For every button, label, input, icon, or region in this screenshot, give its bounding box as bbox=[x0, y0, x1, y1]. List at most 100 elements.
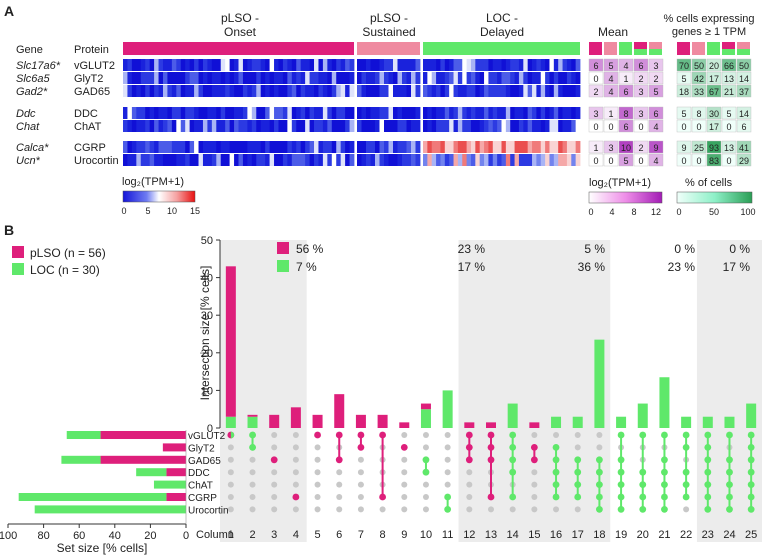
protein-label: Urocortin bbox=[74, 155, 119, 167]
bar-plso-col-8 bbox=[377, 414, 388, 428]
heatmap-cell bbox=[238, 85, 244, 97]
heatmap-cell bbox=[510, 59, 515, 71]
heatmap-cell bbox=[536, 85, 542, 97]
matrix-dot-filled bbox=[357, 444, 365, 451]
heatmap-cell bbox=[370, 154, 376, 166]
heatmap-cell bbox=[501, 154, 507, 166]
mean-cell bbox=[603, 119, 619, 133]
heatmap-cell bbox=[202, 85, 208, 97]
pct-group-square bbox=[707, 42, 720, 55]
bar-loc-col-2 bbox=[247, 416, 258, 428]
heatmap-cell bbox=[340, 72, 346, 84]
heatmap-cell bbox=[287, 59, 293, 71]
heatmap-cell bbox=[176, 85, 182, 97]
heatmap-cell bbox=[207, 72, 213, 84]
heatmap-cell bbox=[402, 107, 407, 119]
heatmap-cell bbox=[518, 141, 524, 153]
heatmap-cell bbox=[545, 85, 550, 97]
heatmap-cell bbox=[327, 120, 333, 132]
heatmap-cell bbox=[211, 59, 217, 71]
pct-cell bbox=[721, 84, 737, 98]
heatmap-cell bbox=[251, 59, 257, 71]
matrix-dot-empty bbox=[336, 481, 343, 488]
pct-value: 70 bbox=[679, 61, 689, 71]
matrix-dot-empty bbox=[249, 506, 256, 513]
heatmap-cell bbox=[388, 141, 394, 153]
heatmap-cell bbox=[314, 107, 319, 119]
heatmap-cell bbox=[318, 59, 324, 71]
heatmap-cell bbox=[449, 85, 454, 97]
heatmap-cell bbox=[444, 107, 450, 119]
heatmap-cell bbox=[357, 85, 362, 97]
mean-value: 0 bbox=[638, 156, 643, 166]
heatmap-cell bbox=[180, 59, 186, 71]
heatmap-cell bbox=[198, 59, 204, 71]
heatmap-cell bbox=[571, 107, 577, 119]
column-number: 11 bbox=[442, 529, 453, 541]
mean-cell bbox=[618, 84, 634, 98]
heatmap-cell bbox=[145, 120, 151, 132]
matrix-dot-empty bbox=[683, 506, 690, 513]
matrix-dot-empty bbox=[271, 469, 278, 476]
heatmap-cell bbox=[225, 85, 231, 97]
heatmap-cell bbox=[278, 107, 284, 119]
heatmap-cell bbox=[162, 154, 168, 166]
heatmap-cell bbox=[415, 59, 421, 71]
heatmap-cell bbox=[251, 120, 257, 132]
heatmap-cell bbox=[466, 107, 472, 119]
pct-value: 37 bbox=[739, 87, 749, 97]
heatmap-cell bbox=[340, 154, 346, 166]
heatmap-cell bbox=[154, 85, 159, 97]
heatmap-cell bbox=[260, 141, 266, 153]
heatmap-cell bbox=[510, 107, 515, 119]
matrix-dot-empty bbox=[227, 494, 234, 500]
heatmap-cell bbox=[216, 72, 222, 84]
pct-cell bbox=[736, 140, 752, 154]
heatmap-cell bbox=[370, 59, 376, 71]
mean-colorbar bbox=[588, 191, 663, 204]
set-bar-plso bbox=[100, 431, 186, 439]
heatmap-cell bbox=[225, 141, 231, 153]
matrix-dot-filled bbox=[552, 456, 560, 464]
heatmap-cell bbox=[545, 154, 550, 166]
matrix-dot-empty bbox=[444, 469, 451, 476]
heatmap-cell bbox=[523, 154, 529, 166]
column-number: 23 bbox=[702, 529, 714, 541]
matrix-dot-empty bbox=[249, 469, 256, 476]
heatmap-cell bbox=[140, 120, 146, 132]
mean-cell bbox=[648, 140, 664, 154]
heatmap-cell bbox=[167, 59, 173, 71]
matrix-dot-empty bbox=[466, 469, 473, 476]
heatmap-cell bbox=[238, 107, 244, 119]
pct-swatch-plso bbox=[277, 242, 289, 254]
heatmap-cell bbox=[575, 59, 581, 71]
heatmap-cell bbox=[462, 141, 468, 153]
heatmap-cell bbox=[300, 85, 306, 97]
pct-label-loc: 23 % bbox=[668, 260, 696, 274]
heatmap-cell bbox=[229, 141, 235, 153]
matrix-dot-filled bbox=[552, 468, 560, 476]
bar-plso-col-7 bbox=[355, 414, 366, 428]
heatmap-cell bbox=[488, 85, 494, 97]
heatmap-cell bbox=[171, 154, 177, 166]
heatmap-cell bbox=[234, 85, 239, 97]
heatmap-cell bbox=[575, 154, 581, 166]
bar-loc-col-21 bbox=[659, 377, 670, 428]
heatmap-cell bbox=[545, 107, 550, 119]
heatmap-cell bbox=[123, 72, 128, 84]
matrix-dot-filled bbox=[444, 493, 452, 501]
set-size-title: Set size [% cells] bbox=[57, 541, 148, 555]
heatmap-cell bbox=[322, 141, 328, 153]
matrix-dot-filled bbox=[314, 431, 321, 439]
heatmap-cell bbox=[379, 85, 385, 97]
mean-value: 5 bbox=[608, 61, 613, 71]
mean-value: 0 bbox=[593, 122, 598, 132]
y-tick-label: 20 bbox=[201, 348, 213, 360]
column-number: 20 bbox=[637, 529, 649, 541]
heatmap-cell bbox=[361, 107, 367, 119]
heatmap-cell bbox=[357, 141, 362, 153]
heatmap-cell bbox=[475, 107, 481, 119]
heatmap-cell bbox=[388, 72, 394, 84]
pct-cell bbox=[706, 119, 722, 133]
heatmap-cell bbox=[444, 72, 450, 84]
